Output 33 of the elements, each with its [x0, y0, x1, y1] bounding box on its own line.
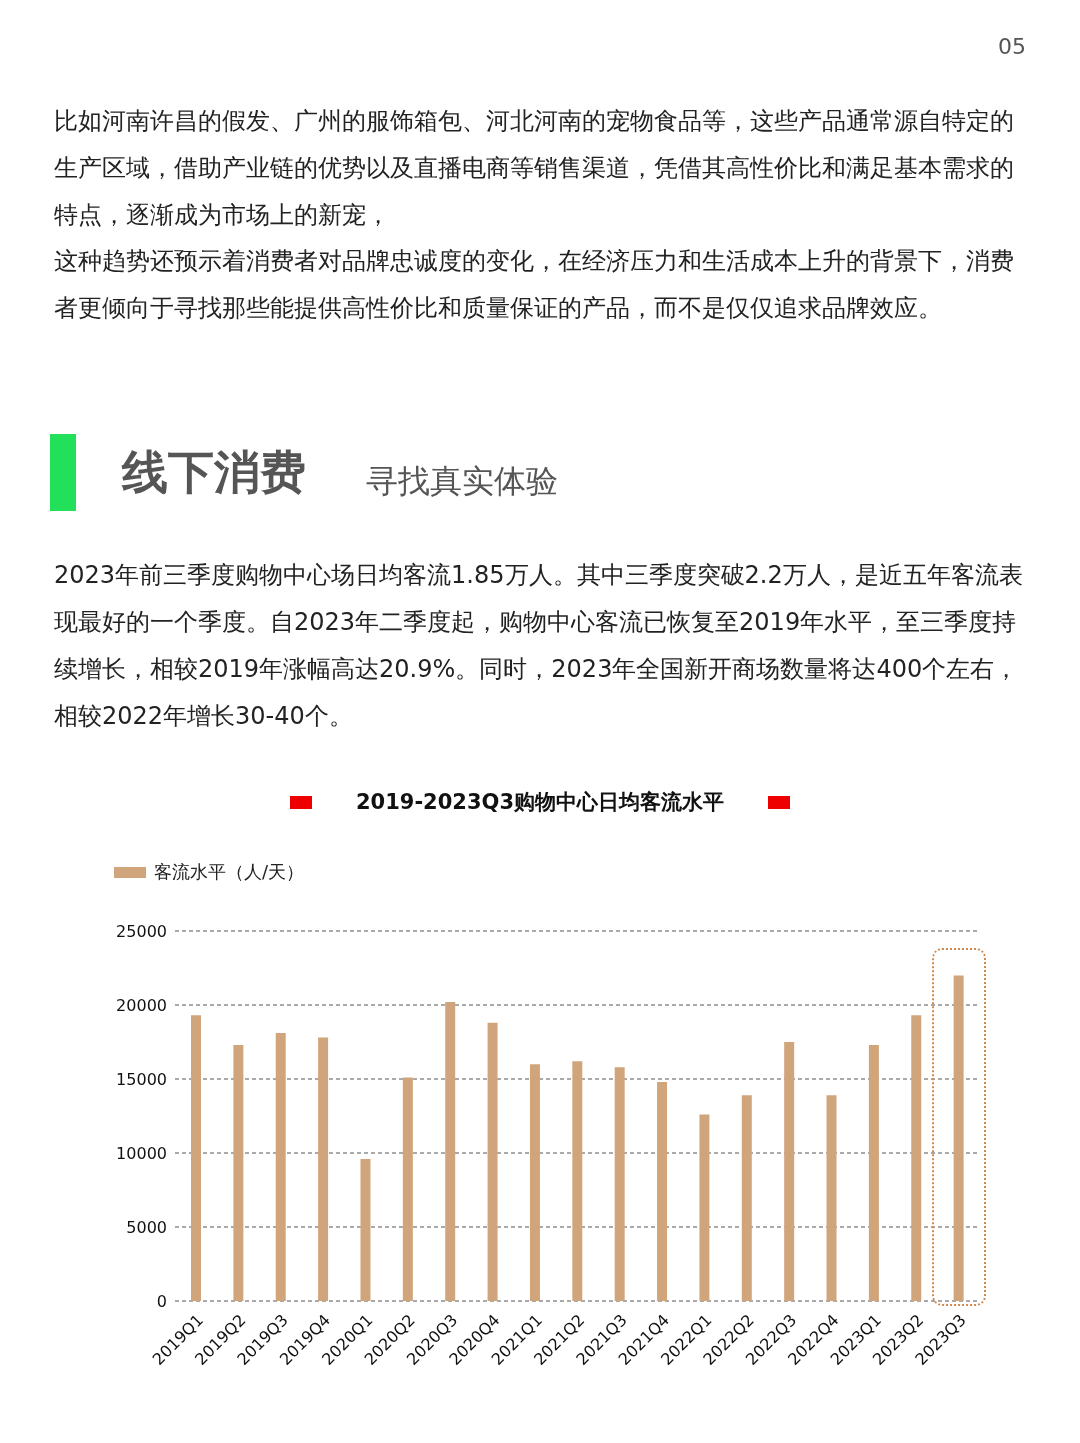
y-tick-label: 10000: [116, 1143, 167, 1163]
bar: [614, 1067, 625, 1301]
text: 2023年前三季度购物中心场日均客流1.85万人。其中三季度突破2.2万人，是近五年客流表现最好的一个季度。自2023年二季度起，购物中心客流已恢复至2019年水平，至三季度持续增长，相较2019年涨幅高达20.9%。同时，2023年全国新开商场数量将达400个左右，相较2022年增长30-40个。: [54, 560, 1024, 732]
bar: [953, 975, 964, 1301]
bar: [360, 1158, 371, 1301]
chart-title: 2019-2023Q3购物中心日均客流水平: [355, 789, 725, 816]
bar: [572, 1061, 583, 1301]
y-tick-label: 0: [156, 1291, 167, 1311]
y-tick-label: 25000: [116, 921, 167, 941]
legend-label: 客流水平（人/天）: [154, 860, 305, 884]
bar: [402, 1077, 413, 1301]
text: 线下消费: [122, 444, 306, 501]
text: 寻找真实体验: [366, 461, 558, 502]
text: 05: [998, 34, 1026, 59]
text: 这种趋势还预示着消费者对品牌忠诚度的变化，在经济压力和生活成本上升的背景下，消费者更倾向于寻找那些能提供高性价比和质量保证的产品，而不是仅仅追求品牌效应。: [54, 246, 1015, 324]
bar: [826, 1095, 837, 1301]
bar: [318, 1037, 329, 1301]
bar: [699, 1114, 710, 1301]
bar: [784, 1042, 795, 1301]
bar: [233, 1044, 244, 1301]
bar: [911, 1015, 922, 1301]
bar: [657, 1081, 668, 1301]
bar: [741, 1095, 752, 1301]
bar: [191, 1015, 201, 1301]
text: 比如河南许昌的假发、广州的服饰箱包、河北河南的宠物食品等，这些产品通常源自特定的生产区域，借助产业链的优势以及直播电商等销售渠道，凭借其高性价比和满足基本需求的特点，逐渐成为市场上的新宠，: [54, 106, 1015, 231]
y-tick-label: 15000: [116, 1069, 167, 1089]
y-tick-label: 5000: [126, 1217, 167, 1237]
y-tick-label: 20000: [116, 995, 167, 1015]
bar: [487, 1022, 498, 1301]
bar: [868, 1044, 879, 1301]
bar: [529, 1064, 540, 1301]
bar: [445, 1002, 456, 1301]
bar: [275, 1033, 286, 1301]
